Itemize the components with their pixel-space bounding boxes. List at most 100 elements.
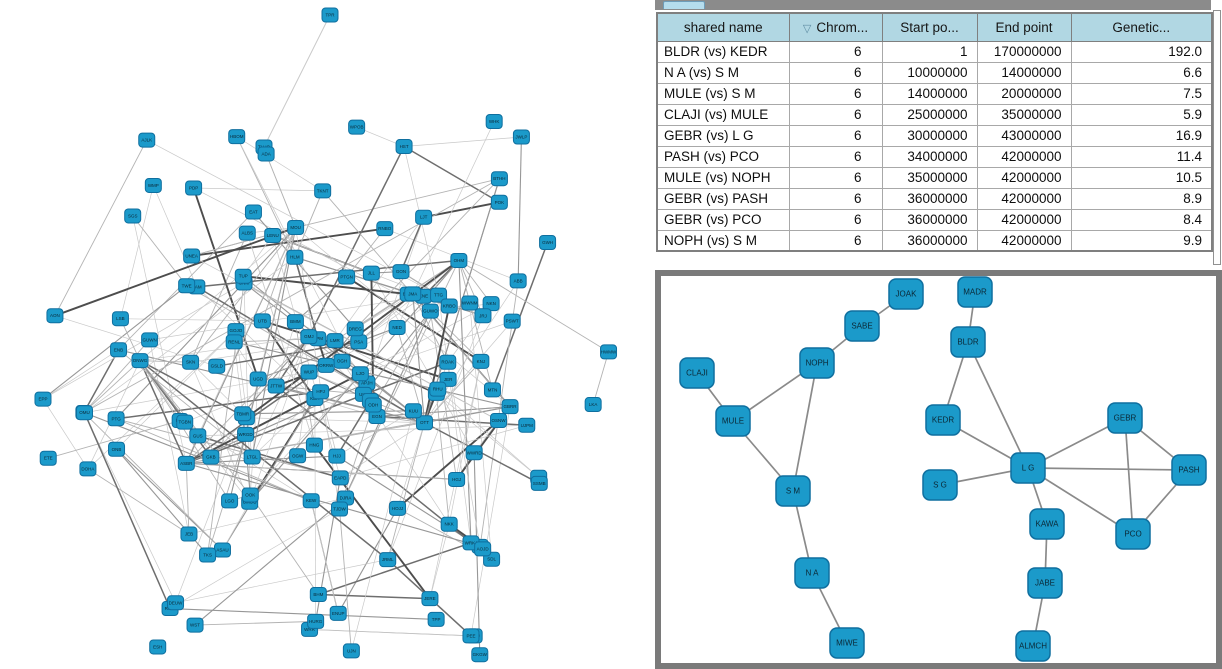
table-row[interactable]: PASH (vs) PCO 6 34000000 42000000 11.4 [656, 145, 1213, 168]
network-node[interactable]: TPP [427, 611, 445, 627]
network-node[interactable]: WWNM [461, 295, 479, 311]
cell-value[interactable]: 6 [788, 124, 883, 147]
network-node[interactable]: HOJJ [389, 500, 407, 516]
table-row[interactable]: MULE (vs) NOPH 6 35000000 42000000 10.5 [656, 166, 1213, 189]
filter-icon[interactable]: ▽ [802, 22, 812, 35]
node-bldr[interactable]: BLDR [950, 326, 986, 358]
cell-value[interactable]: 6 [788, 61, 883, 84]
network-node[interactable]: OTT [415, 415, 433, 431]
cell-value[interactable]: 35000000 [881, 166, 978, 189]
network-node[interactable]: GWH [539, 235, 557, 251]
network-node[interactable]: LJT [415, 209, 433, 225]
node-miwe[interactable]: MIWE [829, 627, 865, 659]
network-node[interactable]: ASBR [177, 455, 195, 471]
network-node[interactable]: KNJ [472, 353, 490, 369]
cell-shared-name[interactable]: GEBR (vs) PASH [656, 187, 790, 210]
network-node[interactable]: JWLP [512, 129, 530, 145]
detail-network-panel[interactable]: JOAK SABE NOPH CLAJI MULE S M N A MIWE MADR BLDR K… [655, 270, 1222, 669]
cell-value[interactable]: 36000000 [881, 187, 978, 210]
node-noph[interactable]: NOPH [799, 347, 835, 379]
network-node[interactable]: ETE [39, 450, 57, 466]
table-row[interactable]: GEBR (vs) PCO 6 36000000 42000000 8.4 [656, 208, 1213, 231]
network-node[interactable]: ENUP [329, 605, 347, 621]
cell-value[interactable]: 6 [788, 166, 883, 189]
table-row[interactable]: MULE (vs) S M 6 14000000 20000000 7.5 [656, 82, 1213, 105]
network-node[interactable]: HBOM [228, 129, 246, 145]
network-node[interactable]: RENL [225, 334, 243, 350]
network-node[interactable]: OOK [241, 487, 259, 503]
cell-value[interactable]: 1 [881, 40, 978, 63]
network-node[interactable]: LKA [584, 397, 602, 413]
cell-value[interactable]: 42000000 [976, 229, 1072, 252]
network-node[interactable]: LSB [111, 311, 129, 327]
cell-value[interactable]: 6 [788, 103, 883, 126]
network-node[interactable]: TJDW [331, 501, 349, 517]
network-node[interactable]: WMP [144, 177, 162, 193]
network-node[interactable]: UJN [342, 643, 360, 659]
cell-shared-name[interactable]: MULE (vs) NOPH [656, 166, 790, 189]
network-node[interactable]: HJJ [328, 448, 346, 464]
cell-value[interactable]: 34000000 [881, 145, 978, 168]
detail-network-canvas[interactable]: JOAK SABE NOPH CLAJI MULE S M N A MIWE MADR BLDR K… [661, 276, 1216, 663]
cell-shared-name[interactable]: CLAJI (vs) MULE [656, 103, 790, 126]
network-node[interactable]: LENU [264, 227, 282, 243]
node-jabe[interactable]: JABE [1027, 567, 1063, 599]
cell-value[interactable]: 6 [788, 40, 883, 63]
node-almch[interactable]: ALMCH [1015, 630, 1051, 662]
network-node[interactable]: DOHA [79, 461, 97, 477]
table-row[interactable]: CLAJI (vs) MULE 6 25000000 35000000 5.9 [656, 103, 1213, 126]
network-node[interactable]: GSLD [208, 358, 226, 374]
cell-value[interactable]: 36000000 [881, 229, 978, 252]
network-node[interactable]: SSMB [530, 475, 548, 491]
network-node[interactable]: AOJD [474, 541, 492, 557]
table-row[interactable]: NOPH (vs) S M 6 36000000 42000000 9.9 [656, 229, 1213, 252]
network-node[interactable]: ODH [364, 397, 382, 413]
network-node[interactable]: EAPD [331, 470, 349, 486]
network-node[interactable]: PDP [185, 180, 203, 196]
cell-value[interactable]: 7.5 [1070, 82, 1213, 105]
cell-value[interactable]: 25000000 [881, 103, 978, 126]
network-node[interactable]: WUP [300, 364, 318, 380]
network-node[interactable]: HST [395, 139, 413, 155]
cell-value[interactable]: 43000000 [976, 124, 1072, 147]
network-node[interactable]: BMM [286, 314, 304, 330]
cell-shared-name[interactable]: GEBR (vs) L G [656, 124, 790, 147]
network-node[interactable]: JRML [379, 552, 397, 568]
network-node[interactable]: TKNT [314, 183, 332, 199]
network-node[interactable]: UJPM [518, 417, 536, 433]
network-node[interactable]: LJO [351, 366, 369, 382]
network-node[interactable]: ADA [257, 146, 275, 162]
network-node[interactable]: GUWO [421, 303, 439, 319]
cell-value[interactable]: 5.9 [1070, 103, 1213, 126]
network-node[interactable]: MOU [287, 220, 305, 236]
network-node[interactable]: TWE [178, 278, 196, 294]
network-node[interactable]: JLL [362, 265, 380, 281]
network-node[interactable]: TGBN [176, 414, 194, 430]
network-node[interactable]: WST [186, 617, 204, 633]
table-row[interactable]: BLDR (vs) KEDR 6 1 170000000 192.0 [656, 40, 1213, 63]
network-node[interactable]: ASAU [213, 542, 231, 558]
cell-value[interactable]: 42000000 [976, 208, 1072, 231]
cell-value[interactable]: 6 [788, 208, 883, 231]
network-node[interactable]: LMR [326, 333, 344, 349]
cell-value[interactable]: 6 [788, 145, 883, 168]
network-node[interactable]: ONB [108, 441, 126, 457]
network-node[interactable]: NKN [482, 296, 500, 312]
network-node[interactable]: GUS [189, 428, 207, 444]
cell-shared-name[interactable]: N A (vs) S M [656, 61, 790, 84]
node-kedr[interactable]: KEDR [925, 404, 961, 436]
network-node[interactable]: OHM [450, 252, 468, 268]
cell-value[interactable]: 6.6 [1070, 61, 1213, 84]
network-node[interactable]: KUU [404, 403, 422, 419]
cell-shared-name[interactable]: PASH (vs) PCO [656, 145, 790, 168]
network-node[interactable]: TTG [430, 287, 448, 303]
column-header-start-po---[interactable]: Start po... [881, 12, 978, 42]
cell-value[interactable]: 35000000 [976, 103, 1072, 126]
network-node[interactable]: JMA [404, 286, 422, 302]
network-node[interactable]: PSWT [503, 313, 521, 329]
cell-value[interactable]: 14000000 [881, 82, 978, 105]
column-header-chrom---[interactable]: ▽ Chrom... [788, 12, 883, 42]
network-node[interactable]: GKB [202, 449, 220, 465]
cell-value[interactable]: 16.9 [1070, 124, 1213, 147]
network-node[interactable]: POK [490, 194, 508, 210]
